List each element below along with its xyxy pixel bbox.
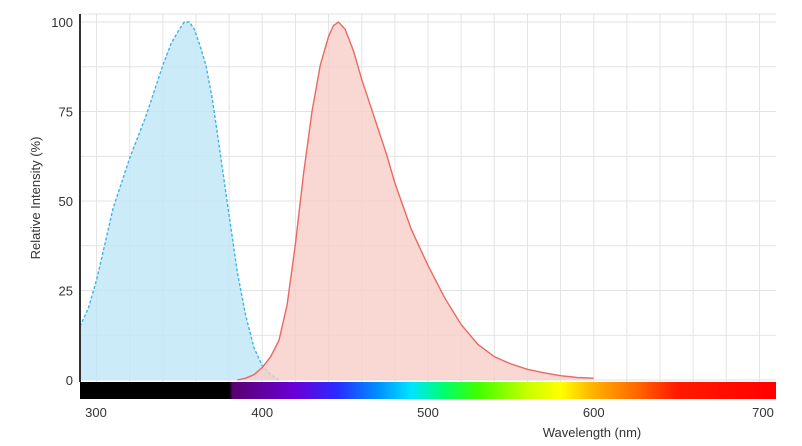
x-tick-label: 600 <box>583 405 605 420</box>
series-2-area <box>237 22 594 380</box>
y-axis-title: Relative Intensity (%) <box>28 137 43 260</box>
y-tick-label: 25 <box>59 284 73 299</box>
x-tick-label: 400 <box>251 405 273 420</box>
axes <box>79 14 776 399</box>
plot-area <box>79 21 594 381</box>
y-tick-label: 75 <box>59 105 73 120</box>
tick-labels: 300 400 500 600 700 0 25 50 75 100 <box>51 15 774 420</box>
grid <box>80 13 776 382</box>
spectrum-bar <box>80 382 776 399</box>
x-tick-label: 700 <box>752 405 774 420</box>
y-tick-label: 100 <box>51 15 73 30</box>
y-tick-label: 0 <box>66 373 73 388</box>
series-1-line <box>79 21 280 381</box>
x-axis-title: Wavelength (nm) <box>543 425 642 440</box>
series-1-area <box>80 22 279 380</box>
x-tick-label: 500 <box>417 405 439 420</box>
series-2-line <box>237 21 594 381</box>
y-tick-label: 50 <box>59 194 73 209</box>
x-tick-label: 300 <box>85 405 107 420</box>
